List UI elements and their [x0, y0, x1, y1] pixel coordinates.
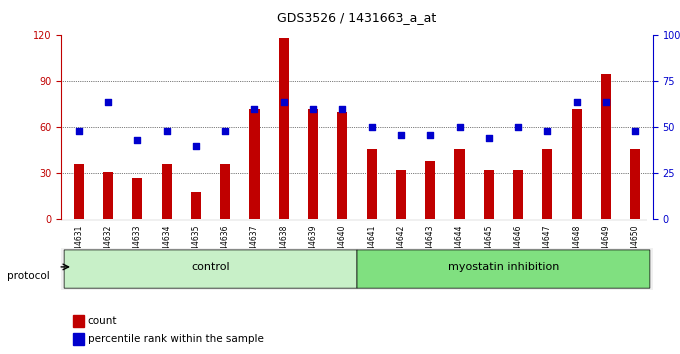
Bar — [425, 161, 435, 219]
Point — [600, 99, 611, 104]
Point — [483, 136, 494, 141]
FancyBboxPatch shape — [61, 219, 647, 221]
Bar — [191, 192, 201, 219]
Point — [367, 125, 377, 130]
Point — [337, 106, 347, 112]
Bar — [571, 109, 582, 219]
Text: protocol: protocol — [7, 271, 50, 281]
Point — [396, 132, 407, 138]
Bar — [337, 112, 347, 219]
Point — [425, 132, 436, 138]
Bar — [103, 172, 113, 219]
Point — [454, 125, 465, 130]
Bar — [162, 164, 172, 219]
Bar — [630, 149, 641, 219]
Text: GDS3526 / 1431663_a_at: GDS3526 / 1431663_a_at — [277, 11, 437, 24]
Bar — [601, 74, 611, 219]
FancyBboxPatch shape — [357, 250, 650, 288]
Bar — [513, 170, 523, 219]
Bar — [73, 333, 84, 345]
Bar — [396, 170, 406, 219]
Bar — [308, 109, 318, 219]
Bar — [73, 315, 84, 327]
Point — [249, 106, 260, 112]
Text: control: control — [191, 262, 230, 272]
Bar — [132, 178, 143, 219]
Bar — [73, 164, 84, 219]
Bar — [279, 39, 289, 219]
Text: percentile rank within the sample: percentile rank within the sample — [88, 334, 264, 344]
Point — [571, 99, 582, 104]
Point — [161, 128, 172, 134]
Point — [190, 143, 201, 149]
Bar — [542, 149, 552, 219]
Bar — [454, 149, 464, 219]
Point — [220, 128, 231, 134]
Bar — [483, 170, 494, 219]
Point — [630, 128, 641, 134]
Bar — [367, 149, 377, 219]
Point — [542, 128, 553, 134]
Point — [307, 106, 318, 112]
Point — [132, 137, 143, 143]
Point — [73, 128, 84, 134]
Point — [513, 125, 524, 130]
FancyBboxPatch shape — [64, 250, 357, 288]
Bar — [250, 109, 260, 219]
Text: count: count — [88, 316, 118, 326]
Point — [103, 99, 114, 104]
Point — [278, 99, 289, 104]
Text: myostatin inhibition: myostatin inhibition — [447, 262, 559, 272]
Bar — [220, 164, 231, 219]
